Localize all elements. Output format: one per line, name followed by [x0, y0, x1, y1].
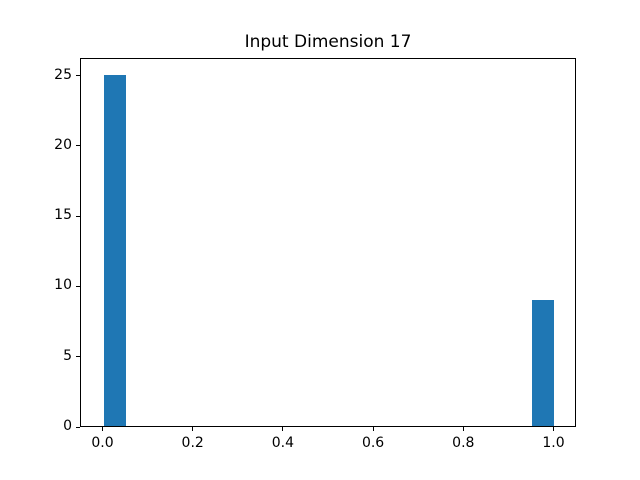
- x-tick-label: 0.4: [271, 435, 295, 451]
- chart-title: Input Dimension 17: [244, 32, 412, 52]
- x-tick-label: 1.0: [542, 435, 565, 451]
- y-tick-mark: [76, 75, 80, 77]
- x-tick-mark: [102, 427, 103, 431]
- y-tick-mark: [76, 356, 80, 358]
- x-tick-label: 0.6: [361, 435, 385, 451]
- x-tick-mark: [282, 427, 284, 431]
- y-tick-label: 25: [54, 66, 72, 83]
- y-tick-mark: [76, 285, 80, 287]
- y-tick-mark: [76, 215, 80, 217]
- plot-area: [80, 58, 576, 427]
- y-tick-label: 0: [63, 418, 72, 434]
- y-tick-label: 10: [54, 277, 72, 294]
- x-tick-label: 0.8: [452, 435, 475, 451]
- x-tick-mark: [372, 427, 374, 431]
- y-tick-label: 5: [63, 347, 72, 364]
- x-tick-mark: [462, 427, 464, 431]
- y-tick-label: 15: [54, 207, 72, 224]
- x-tick-mark: [192, 427, 194, 431]
- y-tick-mark: [76, 145, 80, 147]
- x-tick-label: 0.0: [91, 435, 114, 451]
- y-tick-mark: [76, 426, 80, 428]
- x-tick-mark: [553, 427, 554, 431]
- x-tick-label: 0.2: [181, 435, 204, 451]
- y-tick-label: 20: [54, 136, 72, 153]
- histogram-bar: [531, 299, 555, 426]
- histogram-bar: [103, 74, 126, 426]
